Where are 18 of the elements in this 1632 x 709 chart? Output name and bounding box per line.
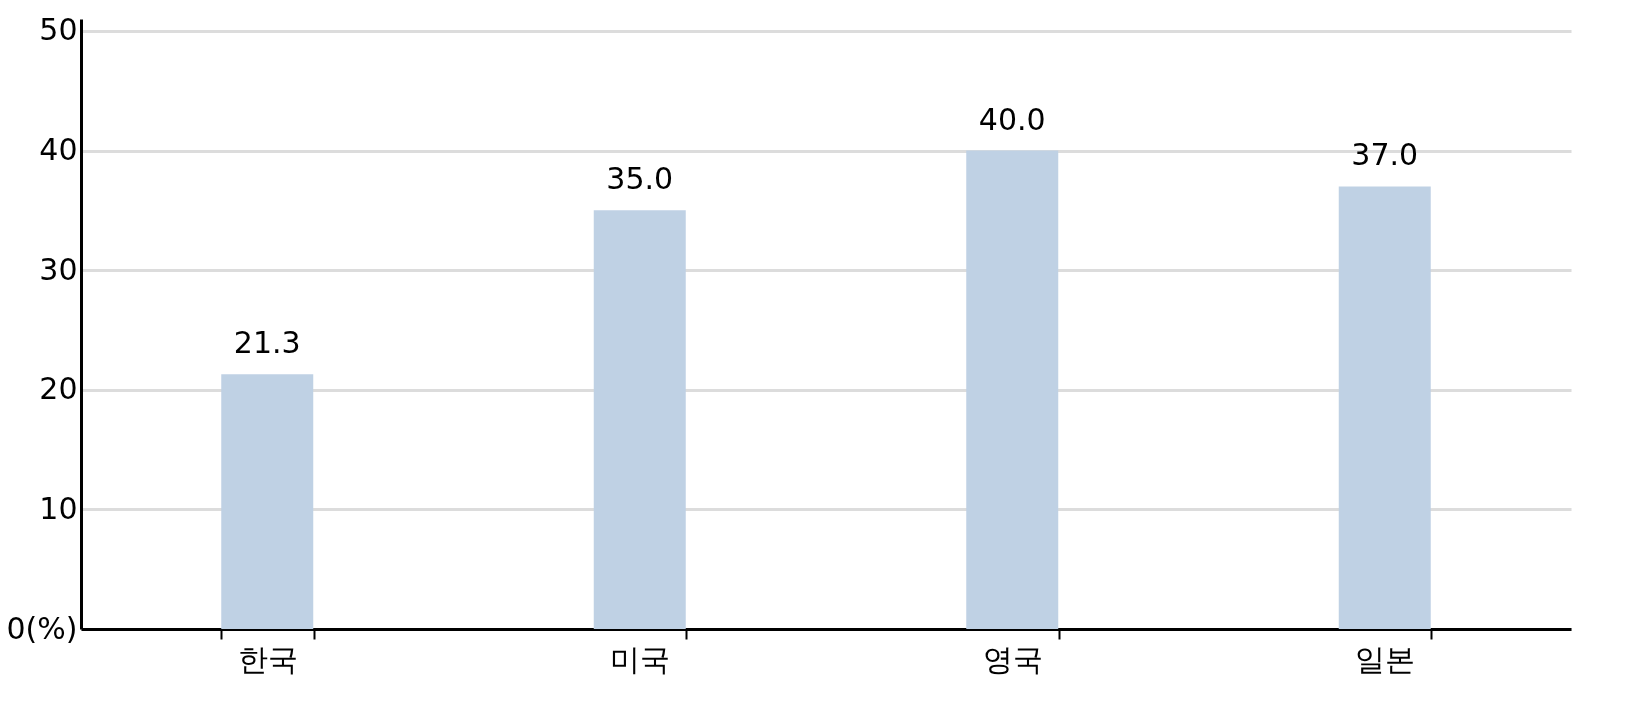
y-tick-label: 50 <box>39 12 78 48</box>
x-tick-label: 한국 <box>237 641 298 677</box>
data-label: 35.0 <box>606 161 674 197</box>
bar <box>966 150 1059 629</box>
data-label: 40.0 <box>978 101 1046 137</box>
data-label: 21.3 <box>233 325 301 361</box>
x-tick-label: 일본 <box>1355 641 1416 677</box>
y-tick-label: 20 <box>39 371 78 407</box>
x-tick-label: 영국 <box>982 641 1043 677</box>
y-tick-label: 10 <box>39 490 78 526</box>
y-tick-label: 30 <box>39 251 78 287</box>
bar <box>1338 186 1431 629</box>
data-label: 37.0 <box>1351 137 1419 173</box>
bar <box>221 374 314 629</box>
x-tick-label: 미국 <box>610 641 671 677</box>
bar <box>593 210 686 629</box>
y-tick-label: 40 <box>39 132 78 168</box>
y-tick-label: 0(%) <box>6 610 78 646</box>
